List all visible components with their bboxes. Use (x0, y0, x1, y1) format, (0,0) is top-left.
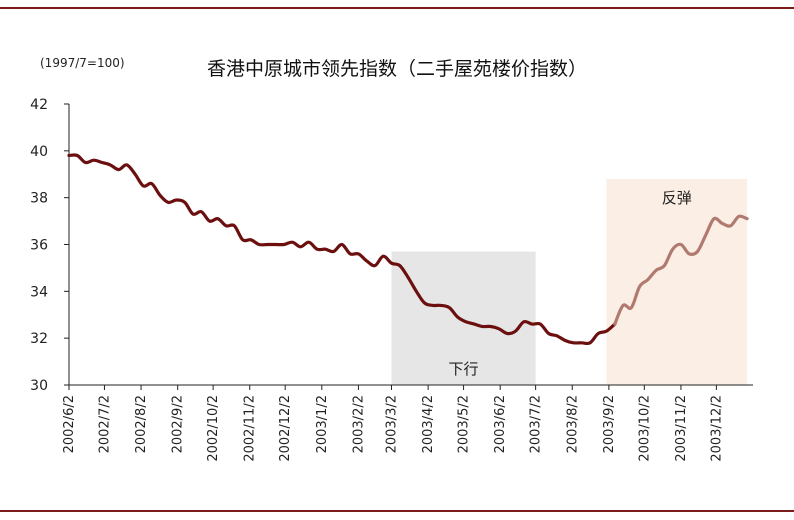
x-tick-label: 2003/5/2 (457, 395, 472, 453)
annotation-band-0 (391, 251, 536, 385)
x-tick-label: 2002/12/2 (278, 395, 293, 462)
x-axis: 2002/6/2 2002/7/2 2002/8/2 2002/9/2 2002/10/… (62, 384, 753, 462)
x-tick-label: 2003/1/2 (315, 395, 330, 453)
annotation-bands: 下行 反弹 (391, 178, 748, 385)
chart-title: 香港中原城市领先指数（二手屋苑楼价指数） (207, 58, 587, 80)
x-tick-label: 2002/9/2 (171, 395, 186, 453)
series-line-decline (67, 153, 617, 346)
annotation-label-1: 反弹 (662, 189, 692, 207)
annotation-label-0: 下行 (449, 360, 479, 378)
x-tick-label: 2002/10/2 (206, 395, 221, 462)
x-tick-label: 2002/11/2 (243, 395, 258, 462)
y-tick-label: 32 (30, 331, 48, 347)
annotation-band-1 (606, 178, 748, 385)
x-tick-label: 2003/6/2 (493, 395, 508, 453)
x-tick-label: 2003/7/2 (529, 395, 544, 453)
y-tick-label: 34 (30, 284, 48, 300)
x-tick-label: 2003/9/2 (602, 395, 617, 453)
y-tick-label: 36 (30, 238, 48, 254)
x-tick-label: 2003/8/2 (565, 395, 580, 453)
series-line-rebound (613, 214, 749, 326)
x-tick-label: 2003/4/2 (421, 395, 436, 453)
x-tick-label: 2003/10/2 (637, 395, 652, 462)
y-axis: 30 32 34 36 38 40 42 (30, 97, 70, 394)
x-tick-label: 2003/2/2 (351, 395, 366, 453)
x-tick-label: 2003/12/2 (709, 395, 724, 462)
y-tick-label: 42 (30, 97, 48, 113)
y-tick-label: 40 (30, 144, 48, 160)
top-rule (0, 7, 794, 9)
y-tick-label: 30 (30, 378, 48, 394)
series-line (67, 153, 749, 346)
x-tick-label: 2002/7/2 (97, 395, 112, 453)
y-tick-label: 38 (30, 191, 48, 207)
unit-note: (1997/7=100) (40, 56, 125, 70)
bottom-rule (0, 510, 794, 512)
x-tick-label: 2002/6/2 (62, 395, 77, 453)
x-tick-label: 2002/8/2 (134, 395, 149, 453)
x-tick-label: 2003/3/2 (385, 395, 400, 453)
x-tick-label: 2003/11/2 (674, 395, 689, 462)
